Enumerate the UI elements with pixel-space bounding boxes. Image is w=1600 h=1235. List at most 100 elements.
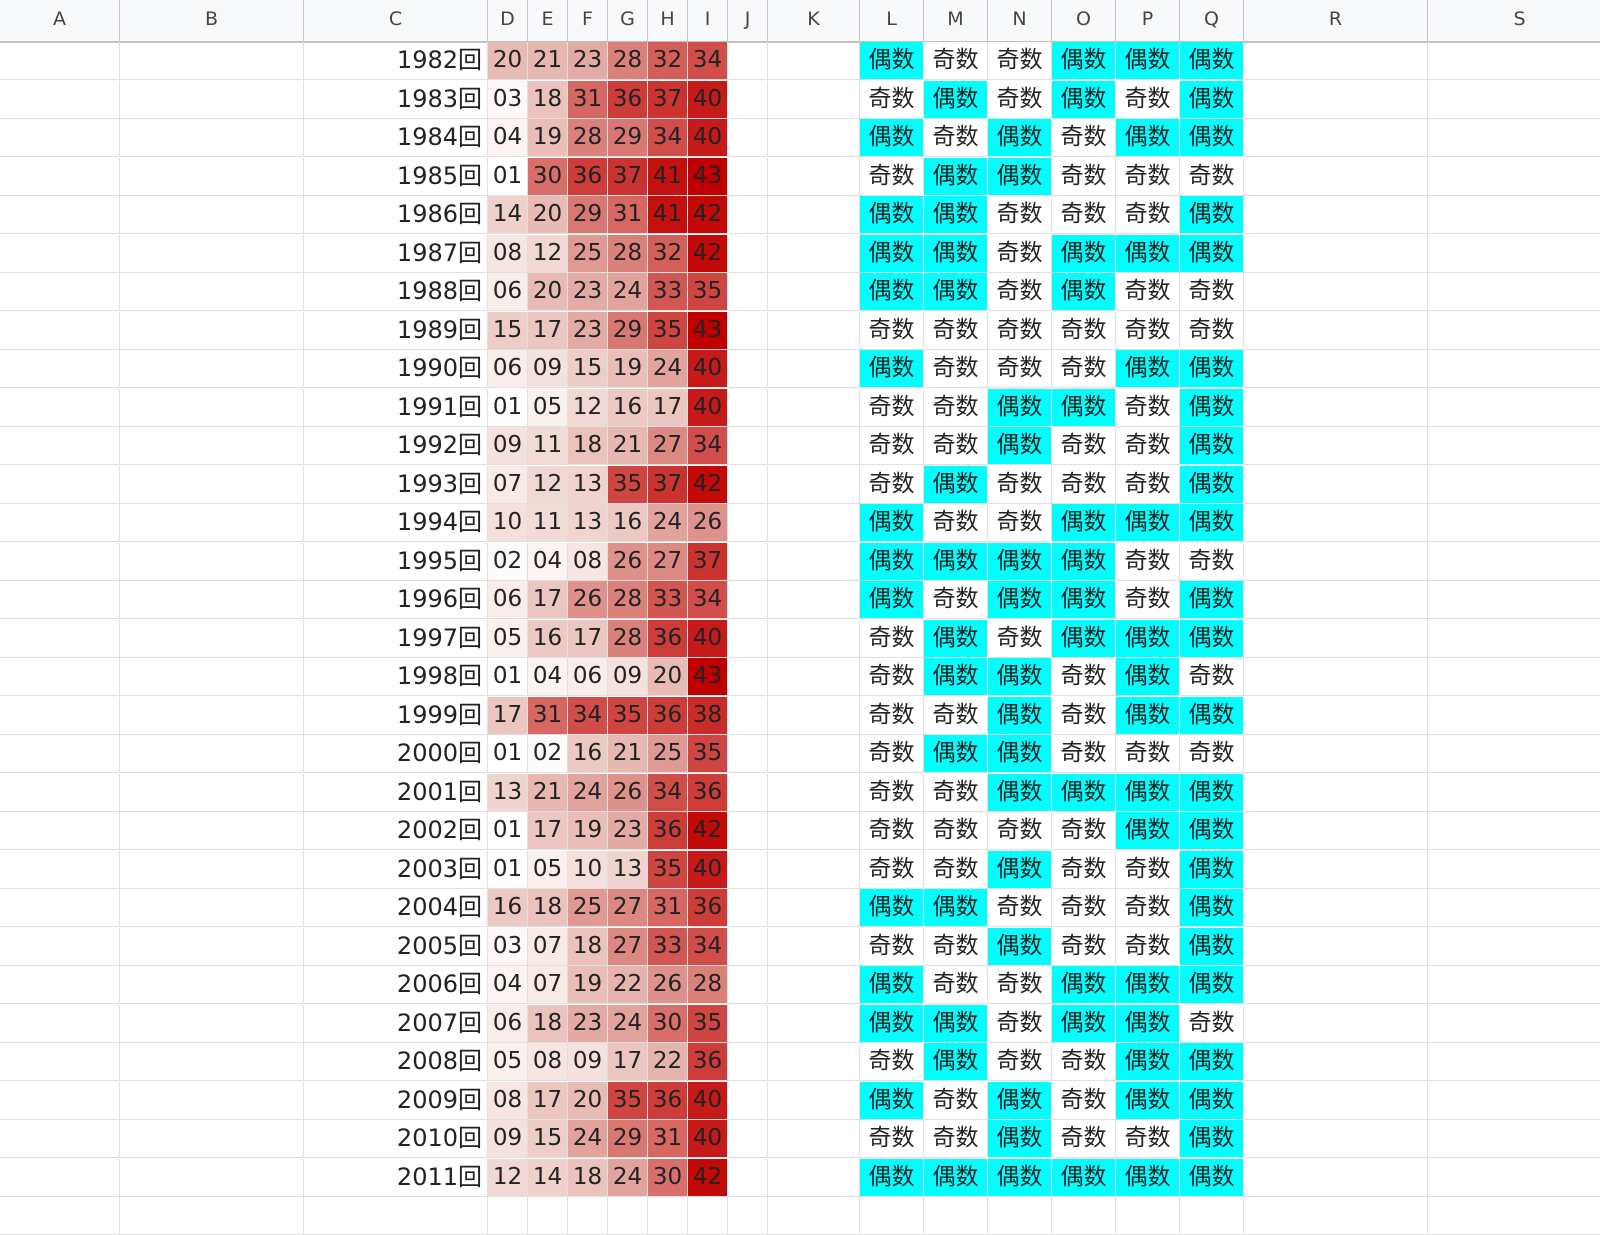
parity-cell[interactable]: 偶数 — [988, 581, 1052, 619]
number-cell[interactable]: 26 — [648, 966, 688, 1004]
cell-j[interactable] — [728, 581, 768, 619]
number-cell[interactable]: 36 — [648, 812, 688, 850]
cell-b[interactable] — [120, 812, 304, 850]
round-cell[interactable]: 1989回 — [304, 311, 488, 350]
number-cell[interactable]: 21 — [608, 735, 648, 773]
parity-cell[interactable]: 偶数 — [924, 465, 988, 504]
cell-s[interactable] — [1428, 851, 1600, 889]
cell-k[interactable] — [768, 1004, 860, 1043]
parity-cell[interactable]: 偶数 — [1052, 388, 1116, 427]
parity-cell[interactable]: 偶数 — [1180, 812, 1244, 850]
parity-cell[interactable]: 偶数 — [1052, 42, 1116, 80]
number-cell[interactable]: 36 — [648, 696, 688, 735]
parity-cell[interactable]: 偶数 — [1180, 889, 1244, 927]
round-cell[interactable]: 1999回 — [304, 696, 488, 735]
cell-s[interactable] — [1428, 1120, 1600, 1158]
parity-cell[interactable]: 奇数 — [860, 388, 924, 427]
cell-s[interactable] — [1428, 1043, 1600, 1081]
cell-a[interactable] — [0, 465, 120, 504]
number-cell[interactable]: 21 — [608, 427, 648, 465]
cell-k[interactable] — [768, 696, 860, 735]
parity-cell[interactable]: 奇数 — [1116, 465, 1180, 504]
cell-s[interactable] — [1428, 196, 1600, 234]
number-cell[interactable]: 19 — [568, 966, 608, 1004]
parity-cell[interactable]: 奇数 — [1116, 196, 1180, 234]
parity-cell[interactable]: 奇数 — [988, 966, 1052, 1004]
number-cell[interactable]: 12 — [528, 234, 568, 273]
parity-cell[interactable]: 偶数 — [1116, 1158, 1180, 1197]
cell-r[interactable] — [1244, 773, 1428, 812]
column-header-i[interactable]: I — [688, 0, 728, 41]
cell-k[interactable] — [768, 735, 860, 773]
parity-cell[interactable]: 奇数 — [860, 696, 924, 735]
number-cell[interactable]: 06 — [488, 1004, 528, 1043]
column-header-e[interactable]: E — [528, 0, 568, 41]
parity-cell[interactable]: 奇数 — [924, 581, 988, 619]
parity-cell[interactable]: 偶数 — [1180, 465, 1244, 504]
number-cell[interactable]: 19 — [568, 812, 608, 850]
number-cell[interactable]: 18 — [568, 427, 608, 465]
number-cell[interactable]: 29 — [568, 196, 608, 234]
cell-k[interactable] — [768, 581, 860, 619]
number-cell[interactable]: 40 — [688, 80, 728, 119]
cell-r[interactable] — [1244, 1081, 1428, 1120]
cell-b[interactable] — [120, 157, 304, 196]
parity-cell[interactable]: 奇数 — [1052, 311, 1116, 350]
parity-cell[interactable]: 偶数 — [1180, 42, 1244, 80]
number-cell[interactable]: 34 — [568, 696, 608, 735]
parity-cell[interactable]: 偶数 — [924, 542, 988, 581]
cell-s[interactable] — [1428, 543, 1600, 581]
cell-k[interactable] — [768, 504, 860, 542]
number-cell[interactable]: 31 — [568, 80, 608, 119]
cell-a[interactable] — [0, 1004, 120, 1043]
number-cell[interactable]: 13 — [608, 850, 648, 889]
cell-j[interactable] — [728, 850, 768, 889]
number-cell[interactable]: 26 — [608, 773, 648, 812]
number-cell[interactable]: 42 — [688, 196, 728, 234]
number-cell[interactable]: 11 — [528, 504, 568, 542]
cell-b[interactable] — [120, 542, 304, 581]
number-cell[interactable]: 19 — [528, 119, 568, 157]
cell-j[interactable] — [728, 234, 768, 273]
cell-b[interactable] — [120, 581, 304, 619]
number-cell[interactable]: 38 — [688, 696, 728, 735]
number-cell[interactable]: 24 — [608, 1004, 648, 1043]
cell-b[interactable] — [120, 1081, 304, 1120]
cell-a[interactable] — [0, 427, 120, 465]
parity-cell[interactable]: 偶数 — [1052, 619, 1116, 658]
parity-cell[interactable]: 奇数 — [924, 966, 988, 1004]
parity-cell[interactable]: 偶数 — [1180, 619, 1244, 658]
parity-cell[interactable]: 偶数 — [860, 581, 924, 619]
cell-b[interactable] — [120, 735, 304, 773]
column-header-o[interactable]: O — [1052, 0, 1116, 41]
parity-cell[interactable]: 偶数 — [988, 1120, 1052, 1158]
cell-a[interactable] — [0, 773, 120, 812]
parity-cell[interactable]: 奇数 — [1116, 273, 1180, 311]
number-cell[interactable]: 16 — [528, 619, 568, 658]
parity-cell[interactable]: 奇数 — [1180, 273, 1244, 311]
number-cell[interactable]: 05 — [528, 850, 568, 889]
cell-b[interactable] — [120, 273, 304, 311]
number-cell[interactable]: 05 — [488, 619, 528, 658]
parity-cell[interactable]: 偶数 — [1116, 504, 1180, 542]
cell-a[interactable] — [0, 850, 120, 889]
number-cell[interactable]: 35 — [688, 735, 728, 773]
parity-cell[interactable]: 偶数 — [988, 773, 1052, 812]
number-cell[interactable]: 31 — [648, 889, 688, 927]
parity-cell[interactable]: 奇数 — [1052, 696, 1116, 735]
cell-s[interactable] — [1428, 1005, 1600, 1043]
parity-cell[interactable]: 偶数 — [988, 157, 1052, 196]
number-cell[interactable]: 07 — [528, 927, 568, 966]
parity-cell[interactable]: 奇数 — [988, 889, 1052, 927]
cell-r[interactable] — [1244, 850, 1428, 889]
number-cell[interactable]: 18 — [568, 1158, 608, 1197]
cell-o[interactable] — [1052, 1197, 1116, 1235]
cell-k[interactable] — [768, 234, 860, 273]
parity-cell[interactable]: 奇数 — [1116, 850, 1180, 889]
parity-cell[interactable]: 奇数 — [1052, 1120, 1116, 1158]
number-cell[interactable]: 06 — [488, 350, 528, 388]
cell-r[interactable] — [1244, 465, 1428, 504]
parity-cell[interactable]: 偶数 — [1116, 966, 1180, 1004]
cell-r[interactable] — [1244, 157, 1428, 196]
round-cell[interactable]: 2000回 — [304, 735, 488, 773]
